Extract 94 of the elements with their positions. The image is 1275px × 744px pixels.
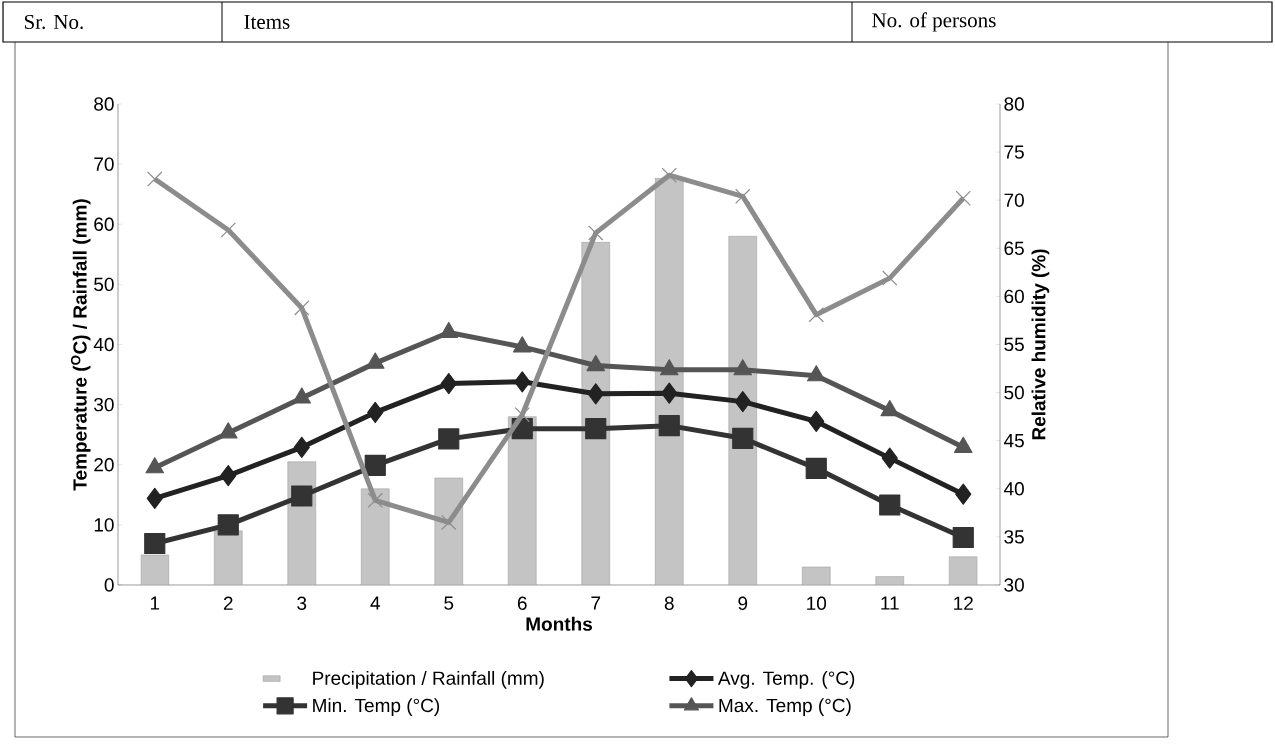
x-tick-label: 1 <box>150 596 160 610</box>
y-tick-label: 40 <box>93 337 114 352</box>
x-tick-label: 2 <box>223 596 233 610</box>
bar <box>140 554 169 585</box>
point <box>439 321 459 339</box>
bar <box>949 556 978 585</box>
point <box>880 400 900 417</box>
point <box>661 382 678 404</box>
point <box>220 464 237 487</box>
point <box>955 190 971 206</box>
y-tick-label: 20 <box>94 458 114 472</box>
y-axis-title: Temperature ($^{O}$C) / Rainfall (mm) <box>70 199 91 491</box>
x-tick-label: 7 <box>591 596 601 610</box>
point <box>292 387 312 404</box>
legend-label: Max. Temp (°C) <box>719 698 851 716</box>
y-tick-label: 50 <box>94 277 114 292</box>
point <box>217 514 239 536</box>
point <box>806 365 826 382</box>
point <box>514 371 531 393</box>
y2-tick-label: 30 <box>1004 578 1024 592</box>
y2-tick-label: 60 <box>1004 289 1024 304</box>
point <box>367 401 384 424</box>
point <box>734 391 751 413</box>
x-tick-label: 8 <box>664 596 674 610</box>
point <box>588 225 604 241</box>
point <box>367 492 383 508</box>
legend-label: Min. Temp (°C) <box>313 698 440 716</box>
x-tick-label: 10 <box>807 596 827 610</box>
point <box>808 307 824 323</box>
point <box>294 300 310 316</box>
point <box>514 407 530 423</box>
point <box>808 410 825 433</box>
point <box>144 532 166 555</box>
x-axis-title: Months <box>526 616 592 631</box>
point <box>513 336 532 353</box>
y-tick-label: 70 <box>94 157 114 171</box>
text: No. of persons <box>872 12 996 32</box>
point <box>366 352 385 369</box>
y2-tick-label: 75 <box>1004 145 1024 159</box>
point <box>145 457 165 474</box>
legend-label: Avg. Temp. (°C) <box>717 670 855 689</box>
point <box>658 415 680 437</box>
point <box>805 457 827 479</box>
point <box>146 487 163 510</box>
x-tick-label: 4 <box>370 596 380 610</box>
y2-tick-label: 45 <box>1003 434 1024 448</box>
point <box>661 167 677 183</box>
point <box>881 447 898 469</box>
point <box>955 483 972 505</box>
point <box>733 359 753 376</box>
point <box>732 427 754 449</box>
point <box>291 485 313 507</box>
point <box>659 359 679 376</box>
x-tick-label: 12 <box>954 596 973 610</box>
x-tick-label: 11 <box>881 596 899 610</box>
y2-tick-label: 80 <box>1004 97 1024 111</box>
text: Sr. No. <box>24 14 83 30</box>
point <box>735 188 751 205</box>
y-tick-label: 10 <box>94 518 114 532</box>
y2-tick-label: 65 <box>1004 241 1024 256</box>
y-tick-label: 60 <box>94 217 114 231</box>
bar <box>214 530 243 585</box>
point <box>441 514 457 531</box>
bar <box>875 576 904 585</box>
bar <box>802 566 831 585</box>
point <box>438 428 460 450</box>
point <box>879 494 901 516</box>
point <box>219 422 238 439</box>
point <box>586 354 606 372</box>
y2-tick-label: 40 <box>1003 482 1024 496</box>
x-tick-label: 9 <box>738 596 748 610</box>
y2-axis-title: Relative humidity (%) <box>1031 249 1050 440</box>
point <box>364 454 386 476</box>
point <box>587 383 604 405</box>
legend-label: Precipitation / Rainfall (mm) <box>313 670 544 689</box>
y2-tick-label: 35 <box>1004 530 1024 544</box>
point <box>882 270 898 286</box>
point <box>952 526 974 549</box>
y2-tick-label: 70 <box>1004 193 1024 207</box>
y2-tick-label: 50 <box>1004 385 1024 400</box>
x-tick-label: 6 <box>517 596 527 610</box>
y-tick-label: 80 <box>94 97 114 111</box>
point <box>220 222 236 238</box>
bar <box>728 236 757 585</box>
y-tick-label: 0 <box>104 578 114 592</box>
y-tick-label: 30 <box>94 397 114 412</box>
point <box>585 418 607 440</box>
text: Items <box>244 15 290 29</box>
point <box>147 171 163 187</box>
point <box>440 372 457 395</box>
x-tick-label: 5 <box>444 596 454 610</box>
point <box>293 436 310 458</box>
x-tick-label: 3 <box>297 596 307 610</box>
y2-tick-label: 55 <box>1004 337 1024 352</box>
